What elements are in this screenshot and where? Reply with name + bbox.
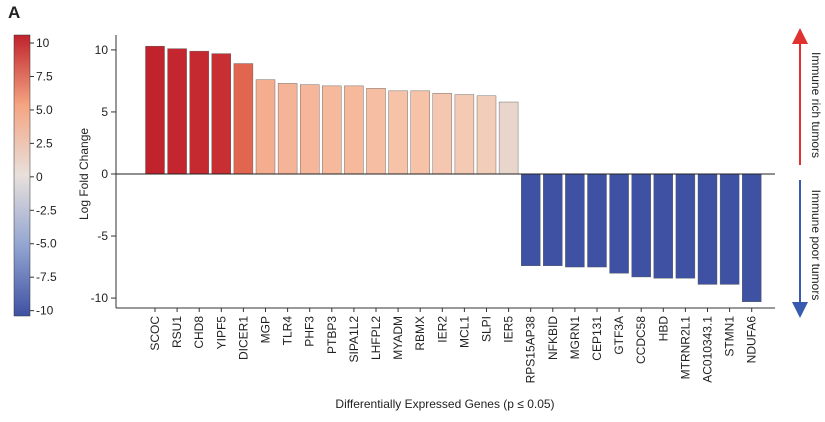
annotation: Immune rich tumors [809, 52, 823, 158]
colorbar [13, 34, 31, 317]
x-tick-label: STMN1 [723, 316, 737, 357]
colorbar-tick-label: -5.0 [36, 237, 57, 251]
bar [233, 63, 254, 175]
bar [697, 173, 718, 285]
bar [388, 90, 408, 175]
x-tick-label: RBMX [413, 316, 427, 351]
panel-label: A [8, 3, 20, 22]
x-tick-label: TLR4 [281, 316, 295, 346]
x-axis-label: Differentially Expressed Genes (p ≤ 0.05… [335, 397, 554, 411]
x-tick-label: NFKBID [546, 316, 560, 360]
bar [432, 93, 452, 175]
bar [565, 173, 585, 268]
bar [189, 50, 209, 175]
x-tick-label: YIPF5 [214, 316, 228, 350]
x-tick-label: PTBP3 [325, 316, 339, 354]
bar [211, 53, 232, 175]
bar [631, 173, 651, 278]
x-tick-label: PHF3 [303, 316, 317, 347]
x-tick-label: IER2 [435, 316, 449, 343]
y-tick-label: 0 [101, 167, 108, 181]
x-tick-label: IER5 [502, 316, 516, 343]
x-tick-label: DICER1 [236, 316, 250, 360]
bar [255, 79, 276, 175]
bar [543, 173, 563, 267]
bar [742, 173, 762, 302]
bar [145, 45, 165, 175]
y-tick-label: -10 [91, 291, 109, 305]
y-axis-label: Log Fold Change [77, 128, 91, 220]
colorbar-tick-label: -7.5 [36, 270, 57, 284]
y-tick-label: -5 [97, 229, 108, 243]
x-tick-label: MTRNR2L1 [678, 316, 692, 380]
x-tick-label: MCL1 [457, 316, 471, 348]
bar [344, 85, 364, 175]
x-tick-label: CHD8 [192, 316, 206, 349]
bar [322, 85, 342, 175]
colorbar-tick-label: 0 [36, 170, 43, 184]
x-tick-label: RSU1 [170, 316, 184, 348]
bar [277, 83, 298, 175]
bar [609, 173, 629, 274]
colorbar-tick-label: 5.0 [36, 103, 53, 117]
colorbar-tick-label: 7.5 [36, 69, 53, 83]
x-tick-label: SLPI [480, 316, 494, 342]
x-tick-label: CCDC58 [634, 316, 648, 364]
x-tick-label: GTF3A [612, 316, 626, 355]
colorbar-tick-label: 2.5 [36, 136, 53, 150]
x-tick-label: NDUFA6 [745, 316, 759, 364]
bar [675, 173, 696, 279]
x-tick-label: MGRN1 [568, 316, 582, 360]
x-tick-label: CEP131 [590, 316, 604, 361]
bar [476, 95, 497, 175]
x-tick-label: MYADM [391, 316, 405, 360]
bar [300, 84, 320, 175]
bar [366, 88, 386, 175]
x-tick-label: SCOC [148, 316, 162, 351]
bar [653, 173, 673, 279]
bar [454, 94, 475, 175]
x-tick-label: MGP [259, 316, 273, 343]
y-tick-label: 5 [101, 105, 108, 119]
bar [410, 90, 430, 175]
colorbar-tick-label: -2.5 [36, 203, 57, 217]
y-tick-label: 10 [95, 43, 109, 57]
colorbar-tick-label: -10 [36, 304, 54, 318]
x-tick-label: RPS15AP38 [524, 316, 538, 384]
bar [521, 173, 541, 267]
bar [587, 173, 607, 268]
x-tick-label: SIPA1L2 [347, 316, 361, 363]
bar [719, 173, 740, 285]
annotation: Immune poor tumors [809, 190, 823, 301]
bar [167, 48, 187, 175]
x-tick-label: HBD [656, 316, 670, 342]
colorbar-tick-label: 10 [36, 36, 50, 50]
x-tick-label: LHFPL2 [369, 316, 383, 360]
bar [498, 101, 519, 175]
x-tick-label: AC010343.1 [701, 316, 715, 383]
